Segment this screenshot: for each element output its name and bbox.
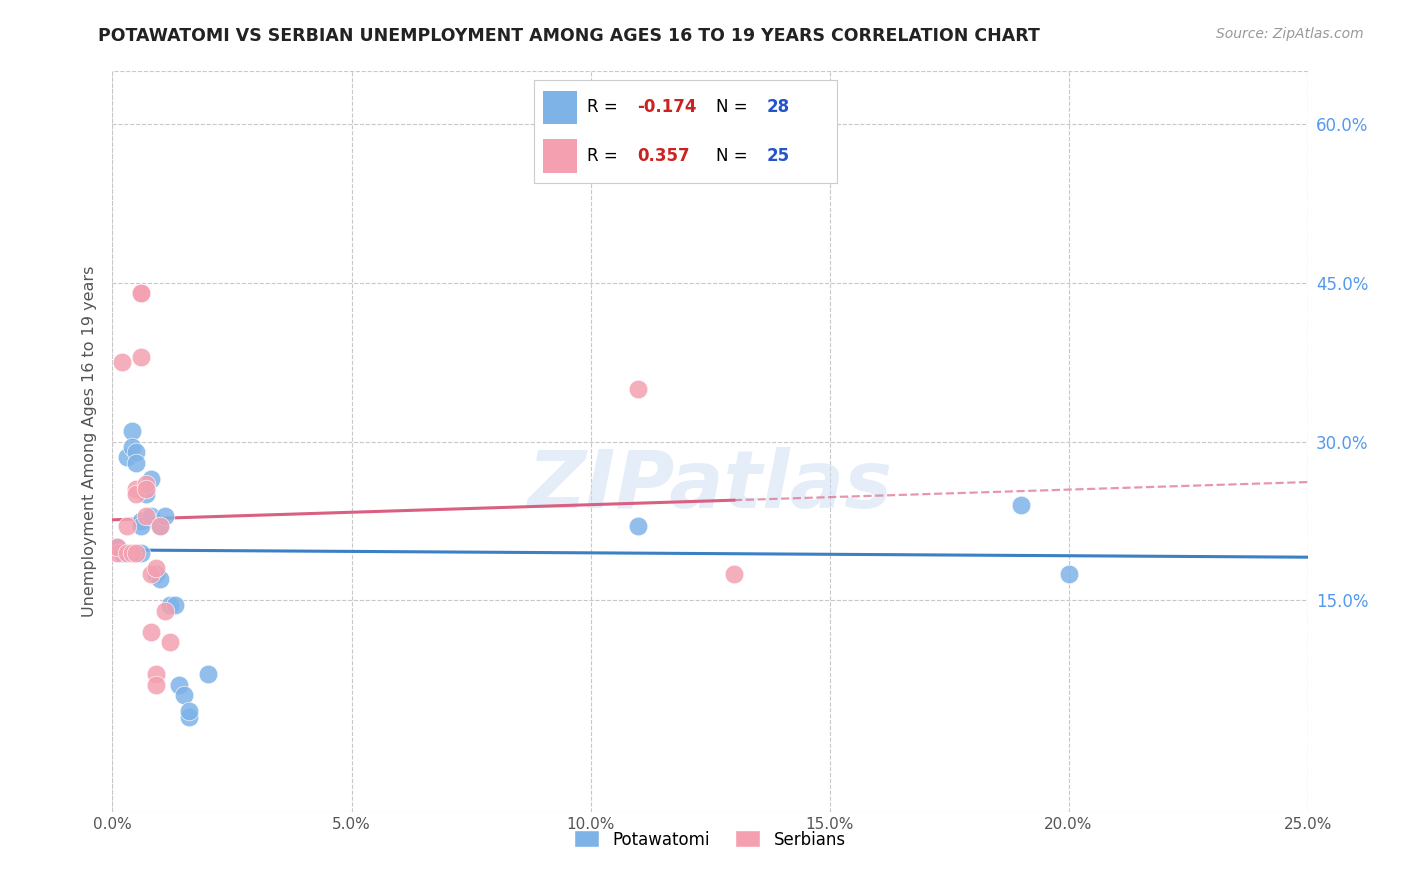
Point [627, 519, 650, 533]
Point [145, 678, 167, 692]
Point [125, 546, 148, 560]
Point [145, 561, 167, 575]
Point [149, 572, 172, 586]
Point [173, 689, 195, 703]
Point [121, 546, 143, 560]
Point [159, 599, 181, 613]
Point [105, 541, 128, 555]
Point [129, 286, 152, 301]
Point [169, 678, 191, 692]
Point [149, 519, 172, 533]
Point [129, 350, 152, 364]
Text: -0.174: -0.174 [637, 98, 696, 117]
Point [115, 546, 138, 560]
Point [135, 482, 157, 496]
Point [105, 546, 128, 560]
Point [1057, 566, 1080, 581]
Text: ZIPatlas: ZIPatlas [527, 447, 893, 525]
Y-axis label: Unemployment Among Ages 16 to 19 years: Unemployment Among Ages 16 to 19 years [82, 266, 97, 617]
Point [115, 450, 138, 465]
Point [135, 487, 157, 501]
Point [111, 355, 134, 369]
Point [121, 440, 143, 454]
Point [135, 476, 157, 491]
Text: 25: 25 [768, 146, 790, 165]
Point [125, 487, 148, 501]
Point [129, 519, 152, 533]
Point [135, 508, 157, 523]
Bar [543, 139, 576, 173]
Text: 28: 28 [768, 98, 790, 117]
Point [139, 624, 162, 639]
Point [145, 667, 167, 681]
Point [177, 709, 200, 723]
Point [153, 604, 176, 618]
Text: N =: N = [716, 146, 752, 165]
Point [105, 541, 128, 555]
Text: POTAWATOMI VS SERBIAN UNEMPLOYMENT AMONG AGES 16 TO 19 YEARS CORRELATION CHART: POTAWATOMI VS SERBIAN UNEMPLOYMENT AMONG… [98, 27, 1040, 45]
Text: N =: N = [716, 98, 752, 117]
Point [149, 519, 172, 533]
Point [125, 456, 148, 470]
Point [135, 482, 157, 496]
Point [129, 546, 152, 560]
Point [1010, 498, 1032, 512]
Point [125, 482, 148, 496]
Bar [543, 91, 576, 124]
Point [159, 635, 181, 649]
Legend: Potawatomi, Serbians: Potawatomi, Serbians [568, 823, 852, 855]
Text: R =: R = [588, 98, 623, 117]
Point [139, 471, 162, 485]
Point [121, 424, 143, 438]
Point [163, 599, 186, 613]
Text: R =: R = [588, 146, 623, 165]
Point [153, 508, 176, 523]
Point [139, 508, 162, 523]
Point [129, 286, 152, 301]
Point [197, 667, 219, 681]
Text: Source: ZipAtlas.com: Source: ZipAtlas.com [1216, 27, 1364, 41]
Point [139, 566, 162, 581]
Point [125, 445, 148, 459]
Point [177, 704, 200, 718]
Point [145, 566, 167, 581]
Point [111, 546, 134, 560]
Point [627, 382, 650, 396]
Point [129, 514, 152, 528]
Point [115, 519, 138, 533]
Point [723, 566, 745, 581]
Text: 0.357: 0.357 [637, 146, 690, 165]
